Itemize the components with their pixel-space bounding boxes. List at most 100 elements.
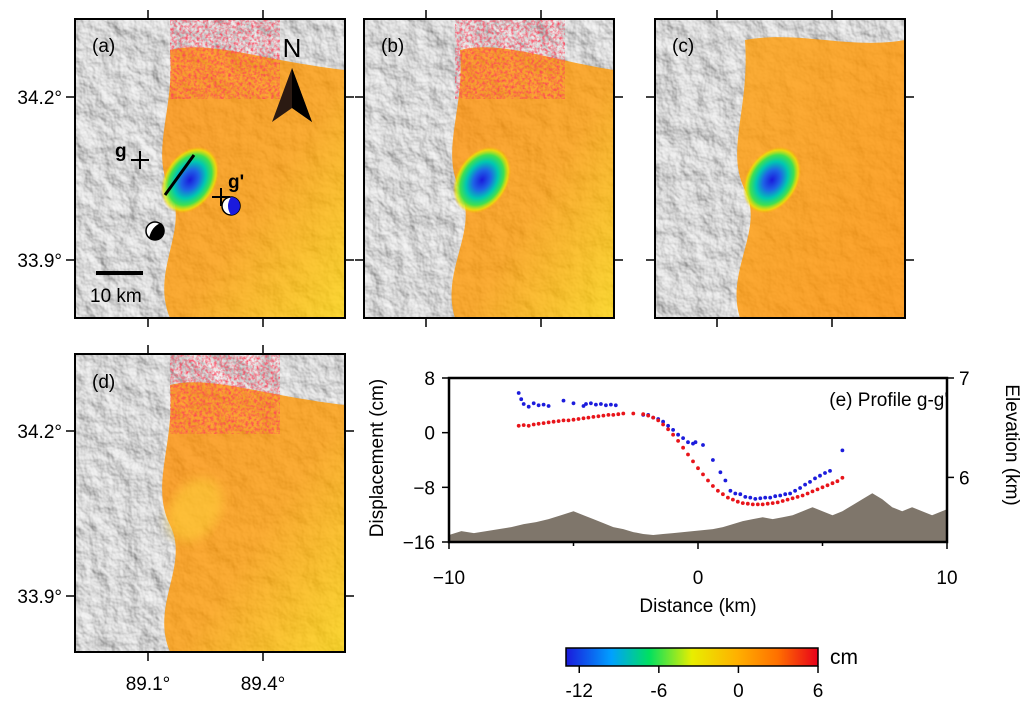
focal-mechanism-icon — [221, 196, 241, 216]
point-g-label: g — [115, 141, 127, 162]
x-tick-label: 0 — [693, 568, 704, 589]
series-1-point — [536, 421, 541, 426]
speckle-d — [170, 354, 280, 434]
series-1-point — [671, 432, 675, 437]
series-0-point — [693, 440, 698, 445]
series-1-point — [716, 488, 720, 493]
series-0-point — [686, 440, 690, 445]
series-1-point — [631, 411, 636, 416]
series-1-point — [810, 489, 815, 494]
series-1-point — [745, 501, 750, 506]
series-0-point — [604, 403, 608, 408]
point-g-prime-marker — [212, 188, 230, 206]
series-1-point — [641, 412, 646, 417]
series-1-point — [795, 495, 800, 499]
series-1-point — [666, 427, 670, 432]
series-0-point — [743, 495, 748, 499]
y-tick-label: 0 — [424, 424, 435, 445]
series-1-point — [825, 483, 830, 488]
series-0-point — [718, 470, 723, 475]
series-1-point — [840, 475, 845, 480]
lat-label-bottom-d: 33.9° — [17, 587, 62, 608]
series-0-point — [609, 402, 613, 407]
x-axis-label: Distance (km) — [639, 596, 756, 617]
series-0-point — [711, 458, 715, 462]
series-1-point — [775, 500, 780, 505]
series-0-point — [840, 448, 845, 453]
panel-label-c: (c) — [672, 36, 694, 57]
profile-chart: −10 0 10 80−8−16 76 (e) Profile g-g' Dista… — [367, 369, 1022, 617]
y-tick-label: 8 — [424, 369, 435, 390]
series-1-point — [800, 493, 805, 498]
series-1-point — [656, 418, 661, 423]
panel-label-d: (d) — [92, 372, 115, 393]
series-1-point — [750, 502, 755, 507]
north-arrow: N — [272, 33, 312, 122]
series-0-point — [613, 403, 618, 408]
series-0-point — [768, 495, 773, 500]
map-panel-d — [75, 354, 345, 652]
point-g-marker — [131, 151, 149, 169]
colorbar-unit: cm — [830, 646, 858, 669]
series-0-point — [778, 493, 783, 498]
series-1-point — [596, 414, 601, 419]
scale-bar-label: 10 km — [90, 286, 142, 307]
series-1-point — [651, 415, 656, 420]
series-1-point — [616, 412, 621, 417]
map-panel-b — [364, 19, 614, 318]
colorbar-tick-label: 6 — [813, 681, 824, 702]
series-layer — [516, 391, 845, 507]
series-1-point — [735, 499, 740, 504]
lon-label-right: 89.4° — [241, 674, 286, 695]
series-1-point — [571, 417, 576, 422]
speckle-b — [455, 19, 565, 99]
colorbar-gradient — [565, 647, 819, 667]
series-0-point — [681, 436, 685, 440]
series-1-point — [686, 452, 690, 457]
x-tick-label: 10 — [936, 568, 957, 589]
series-1-point — [551, 419, 556, 424]
series-1-point — [546, 420, 551, 425]
series-0-point — [828, 469, 832, 473]
series-0-point — [594, 402, 598, 407]
series-0-point — [783, 492, 788, 497]
series-0-point — [728, 488, 733, 493]
series-0-point — [813, 476, 817, 481]
series-0-point — [516, 391, 521, 395]
series-1-point — [765, 501, 770, 506]
series-1-point — [611, 413, 616, 417]
lat-label-top: 34.2° — [17, 88, 62, 109]
series-0-point — [753, 497, 758, 501]
elevation-area — [449, 493, 947, 542]
series-1-point — [760, 502, 765, 507]
series-1-point — [561, 418, 566, 423]
series-0-point — [546, 404, 551, 408]
series-1-point — [606, 413, 611, 417]
series-1-point — [740, 501, 745, 505]
series-1-point — [581, 416, 586, 421]
series-1-point — [706, 478, 710, 483]
panel-label-a: (a) — [92, 36, 115, 57]
y-axis-label: Displacement (cm) — [367, 379, 388, 537]
y2-axis-label: Elevation (km) — [1001, 384, 1022, 505]
subsidence-lobe-b — [452, 146, 512, 214]
series-0-point — [793, 488, 797, 493]
deformation-field-d — [162, 382, 345, 652]
series-1-point — [591, 415, 596, 419]
subsidence-lobe-a — [160, 146, 220, 214]
x-axis-ticks: −10 0 10 — [433, 542, 958, 589]
series-0-point — [748, 495, 753, 500]
series-1-point — [701, 472, 705, 477]
y-tick-label: −8 — [413, 478, 435, 499]
series-0-point — [661, 419, 665, 424]
series-0-point — [676, 432, 680, 437]
series-1-point — [621, 411, 626, 416]
frame-c — [654, 18, 906, 319]
series-1-point — [790, 496, 795, 501]
series-0-point — [738, 492, 743, 497]
series-1-point — [531, 422, 536, 427]
series-1-point — [681, 445, 685, 450]
series-1-point — [586, 415, 591, 420]
series-1-point — [835, 479, 840, 484]
series-0-point — [666, 423, 670, 428]
